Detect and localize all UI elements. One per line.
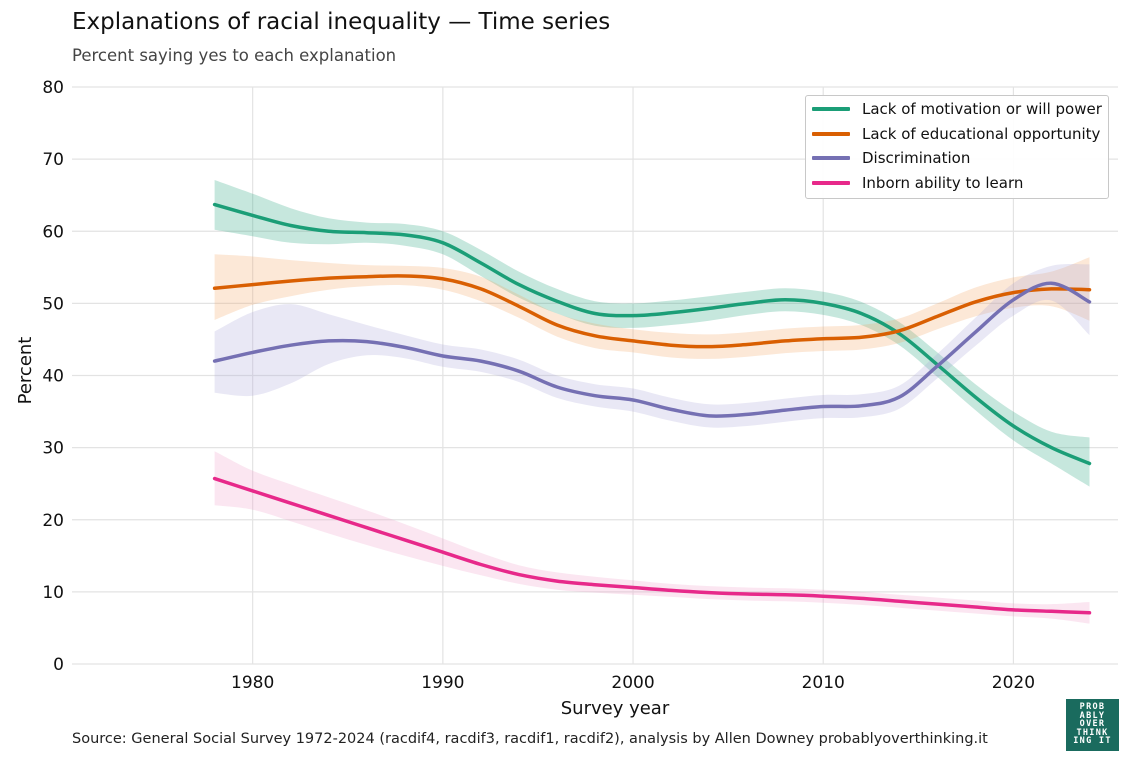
legend-label: Lack of educational opportunity <box>862 124 1101 143</box>
series-line-0 <box>212 202 1092 466</box>
y-tick-label: 20 <box>42 511 64 531</box>
series-line-2 <box>212 281 1092 418</box>
legend-item: Lack of educational opportunity <box>812 124 1100 144</box>
legend-label: Inborn ability to learn <box>862 173 1024 192</box>
legend-swatch <box>812 107 850 111</box>
y-tick-label: 50 <box>42 294 64 314</box>
legend-item: Lack of motivation or will power <box>812 99 1102 119</box>
legend-item: Inborn ability to learn <box>812 173 1023 193</box>
y-tick-label: 60 <box>42 222 64 242</box>
source-note: Source: General Social Survey 1972-2024 … <box>72 731 988 747</box>
x-axis-label: Survey year <box>561 698 670 719</box>
series-lines <box>212 202 1092 615</box>
chart-subtitle: Percent saying yes to each explanation <box>72 46 397 65</box>
confidence-band-1 <box>214 254 1090 359</box>
y-tick-label: 30 <box>42 439 64 459</box>
axis-labels: 0 10 20 30 40 50 60 70 80 1980 1990 2000 2010 2020 Sur… <box>15 78 1035 719</box>
series-line-3 <box>212 476 1092 615</box>
legend-swatch <box>812 131 850 136</box>
confidence-band-3 <box>214 451 1090 624</box>
legend-label: Lack of motivation or will power <box>862 100 1102 118</box>
confidence-bands <box>214 180 1090 624</box>
legend-label: Discrimination <box>862 149 971 167</box>
y-tick-label: 40 <box>42 367 64 387</box>
x-tick-label: 2020 <box>992 673 1035 693</box>
legend: Lack of motivation or will power Lack of … <box>805 95 1109 199</box>
y-axis-label: Percent <box>15 337 36 405</box>
x-tick-label: 1980 <box>231 673 274 693</box>
x-tick-label: 1990 <box>421 673 464 693</box>
chart-title: Explanations of racial inequality — Time… <box>72 9 611 35</box>
probablyoverthinking-logo: PROB ABLY OVER THINK ING IT <box>1066 699 1119 751</box>
legend-swatch <box>812 156 850 160</box>
x-tick-label: 2000 <box>611 673 654 693</box>
x-tick-label: 2010 <box>802 673 845 693</box>
y-tick-label: 70 <box>42 150 64 170</box>
y-tick-label: 80 <box>42 78 64 98</box>
legend-item: Discrimination <box>812 148 970 168</box>
legend-swatch <box>812 180 850 185</box>
y-tick-label: 0 <box>53 655 64 675</box>
series-line-1 <box>212 274 1092 349</box>
y-tick-label: 10 <box>42 583 64 603</box>
